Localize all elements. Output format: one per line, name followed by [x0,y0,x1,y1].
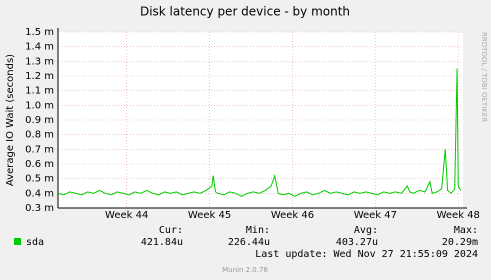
y-tick-label: 0.9 m [25,115,54,126]
y-tick-label: 0.7 m [25,144,54,155]
legend-stat-label: Cur: [159,225,183,236]
legend-stat-value: 20.29m [442,237,478,248]
y-tick-label: 1.5 m [25,27,54,38]
y-tick-label: 1.1 m [25,86,54,97]
legend-swatch [14,238,21,245]
legend-stat-label: Avg: [354,225,378,236]
legend-stat-label: Max: [454,225,478,236]
side-text: RRDTOOL / TOBI OETIKER [480,32,488,122]
footer: Munin 2.0.76 [222,266,268,274]
plot-area [58,32,463,208]
y-tick-label: 1.2 m [25,71,54,82]
y-tick-label: 0.5 m [25,174,54,185]
y-tick-label: 0.4 m [25,188,54,199]
legend-stat-value: 403.27u [336,237,378,248]
y-axis-label: Average IO Wait (seconds) [5,54,16,186]
legend-label: sda [26,237,44,248]
chart-title: Disk latency per device - by month [140,5,350,19]
y-tick-label: 1.3 m [25,56,54,67]
x-tick-label: Week 47 [354,210,397,221]
y-tick-label: 1.4 m [25,42,54,53]
x-tick-label: Week 46 [271,210,314,221]
y-tick-label: 1.0 m [25,100,54,111]
legend-stat-label: Min: [246,225,270,236]
series-line [57,68,462,197]
last-update: Last update: Wed Nov 27 21:55:09 2024 [255,249,478,260]
y-tick-label: 0.6 m [25,159,54,170]
y-tick-label: 0.8 m [25,130,54,141]
x-tick-label: Week 44 [105,210,148,221]
x-tick-label: Week 45 [188,210,231,221]
x-tick-label: Week 48 [437,210,480,221]
legend-stat-value: 421.84u [141,237,183,248]
y-tick-label: 0.3 m [25,203,54,214]
legend-stat-value: 226.44u [228,237,270,248]
